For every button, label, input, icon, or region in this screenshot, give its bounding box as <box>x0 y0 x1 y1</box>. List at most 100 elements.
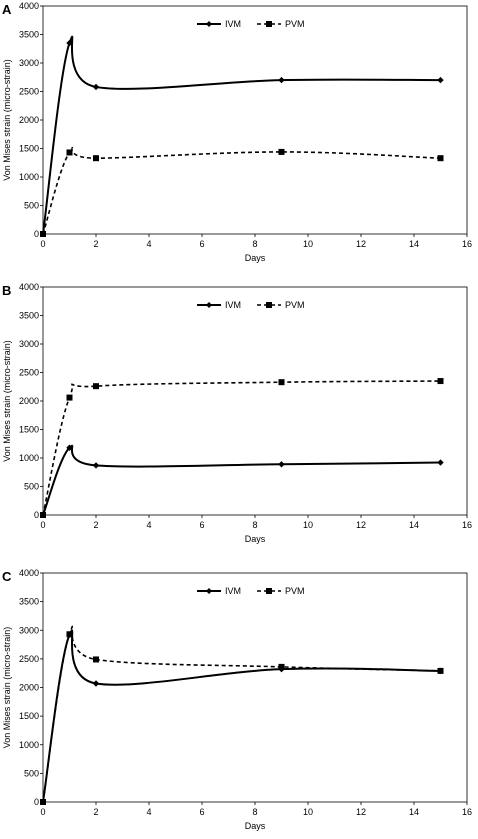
y-tick-label: 3000 <box>19 339 39 349</box>
series-line-ivm <box>42 444 441 516</box>
x-tick-label: 12 <box>356 807 366 817</box>
x-tick-label: 14 <box>409 807 419 817</box>
x-tick-label: 0 <box>40 520 45 530</box>
x-tick-label: 10 <box>303 520 313 530</box>
x-axis-label: Days <box>245 534 266 544</box>
data-point-ivm <box>92 83 100 91</box>
y-tick-label: 1000 <box>19 740 39 750</box>
data-point-ivm <box>278 461 285 468</box>
x-tick-label: 10 <box>303 239 313 249</box>
data-point-pvm <box>437 155 444 162</box>
data-point-pvm <box>93 383 99 390</box>
legend-marker-pvm <box>266 21 272 27</box>
chart-panel-c: C 0 500 1000 1500 2000 2500 3000 3500 4000 0 2 4 6 8 10… <box>2 568 472 831</box>
y-tick-label: 2500 <box>19 87 39 97</box>
legend-label-ivm: IVM <box>225 19 241 29</box>
y-axis-label: Von Mises strain (micro-strain) <box>2 340 12 462</box>
data-point-pvm <box>66 149 73 156</box>
y-tick-label: 500 <box>24 768 39 778</box>
x-tick-label: 4 <box>146 520 151 530</box>
x-tick-label: 2 <box>93 807 98 817</box>
data-point-pvm <box>278 663 285 670</box>
x-tick-label: 14 <box>409 520 419 530</box>
y-tick-label: 4000 <box>19 282 39 292</box>
y-axis-label: Von Mises strain (micro-strain) <box>2 59 12 181</box>
x-tick-label: 14 <box>409 239 419 249</box>
x-tick-label: 0 <box>40 239 45 249</box>
series-line-ivm <box>42 35 441 235</box>
x-tick-label: 6 <box>199 807 204 817</box>
plot-frame <box>42 286 468 516</box>
x-tick-label: 4 <box>146 807 151 817</box>
data-point-ivm <box>437 76 444 84</box>
x-tick-label: 16 <box>462 520 472 530</box>
data-point-pvm <box>40 799 46 805</box>
y-axis-label: Von Mises strain (micro-strain) <box>2 627 12 749</box>
y-tick-label: 1000 <box>19 172 39 182</box>
x-tick-label: 6 <box>199 520 204 530</box>
data-point-pvm <box>40 512 46 518</box>
data-point-pvm <box>93 656 99 663</box>
data-point-pvm <box>278 148 285 155</box>
y-tick-label: 2500 <box>19 654 39 664</box>
y-tick-label: 1500 <box>19 425 39 435</box>
series-line-pvm <box>42 146 441 235</box>
data-point-ivm <box>66 39 73 47</box>
series-line-pvm <box>42 625 441 803</box>
legend-label-ivm: IVM <box>225 300 241 310</box>
y-tick-label: 500 <box>24 482 39 492</box>
data-point-pvm <box>437 378 444 385</box>
y-tick-label: 4000 <box>19 568 39 578</box>
legend-marker-ivm <box>206 588 212 594</box>
y-tick-label: 3500 <box>19 30 39 40</box>
legend-marker-pvm <box>266 302 272 308</box>
chart-panel-a: A 0 500 1000 1500 2000 2500 3000 3500 4000 0 2 4 6 8 10… <box>2 1 472 263</box>
y-tick-label: 0 <box>34 229 39 239</box>
data-point-pvm <box>437 667 444 674</box>
legend-label-pvm: PVM <box>285 586 305 596</box>
legend-marker-pvm <box>266 588 272 594</box>
x-tick-label: 4 <box>146 239 151 249</box>
data-point-ivm <box>437 459 444 466</box>
x-tick-label: 6 <box>199 239 204 249</box>
y-tick-label: 3500 <box>19 311 39 321</box>
data-point-pvm <box>66 631 73 638</box>
x-tick-label: 12 <box>356 520 366 530</box>
panel-label: C <box>2 569 12 584</box>
chart-panel-b: B 0 500 1000 1500 2000 2500 3000 3500 4000 0 2 4 6 8 10… <box>2 282 472 544</box>
y-tick-label: 4000 <box>19 1 39 11</box>
legend-label-ivm: IVM <box>225 586 241 596</box>
x-axis-label: Days <box>245 253 266 263</box>
y-tick-label: 3000 <box>19 58 39 68</box>
legend-label-pvm: PVM <box>285 300 305 310</box>
y-tick-label: 0 <box>34 797 39 807</box>
legend-marker-ivm <box>206 21 212 27</box>
y-tick-label: 3000 <box>19 625 39 635</box>
y-tick-label: 2000 <box>19 683 39 693</box>
y-tick-label: 2500 <box>19 368 39 378</box>
x-tick-label: 8 <box>252 239 257 249</box>
plot-frame <box>42 5 468 235</box>
data-point-ivm <box>92 462 100 469</box>
y-tick-label: 3500 <box>19 597 39 607</box>
data-point-pvm <box>40 231 46 237</box>
y-tick-label: 1500 <box>19 144 39 154</box>
plot-frame <box>42 572 468 803</box>
x-tick-label: 2 <box>93 239 98 249</box>
y-tick-label: 1000 <box>19 453 39 463</box>
series-line-ivm <box>42 629 441 803</box>
y-tick-label: 2000 <box>19 396 39 406</box>
x-tick-label: 10 <box>303 807 313 817</box>
data-point-pvm <box>66 394 73 401</box>
data-point-pvm <box>93 155 99 162</box>
x-axis-label: Days <box>245 821 266 831</box>
y-tick-label: 0 <box>34 510 39 520</box>
series-line-pvm <box>42 380 441 516</box>
data-point-ivm <box>278 76 285 84</box>
x-tick-label: 16 <box>462 807 472 817</box>
data-point-ivm <box>92 680 100 687</box>
x-tick-label: 8 <box>252 520 257 530</box>
x-tick-label: 8 <box>252 807 257 817</box>
legend-marker-ivm <box>206 302 212 308</box>
